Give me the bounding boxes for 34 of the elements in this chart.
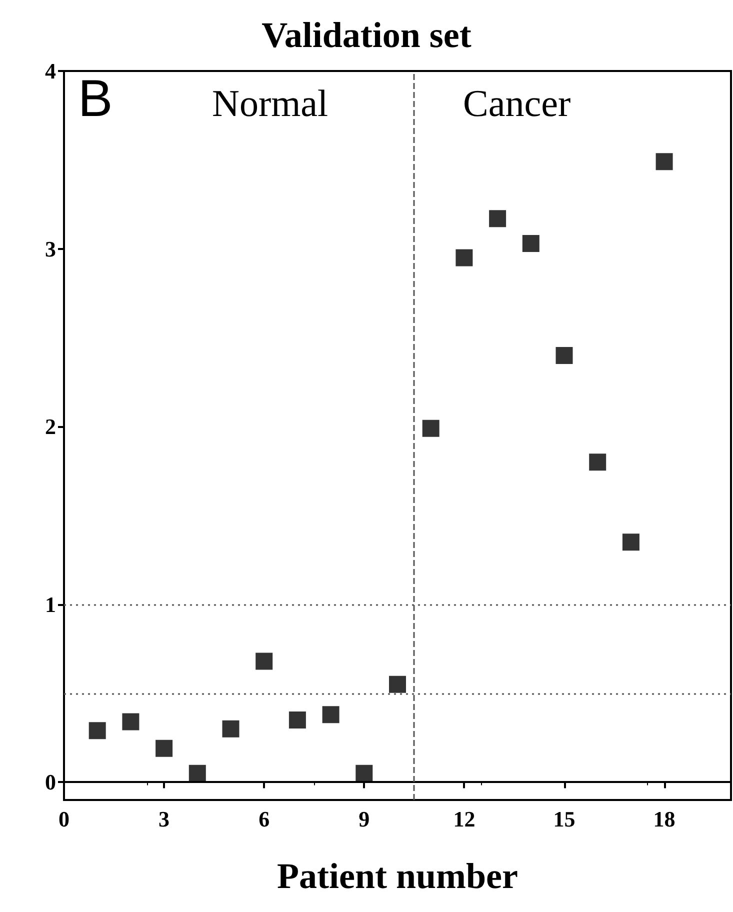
- chart-title: Validation set: [262, 15, 472, 55]
- point: [456, 249, 473, 266]
- x-tick-label: 12: [453, 806, 476, 832]
- point: [322, 706, 340, 724]
- y-tick-label: 1: [45, 592, 56, 617]
- point: [188, 764, 206, 782]
- x-tick-label: 18: [653, 806, 676, 832]
- annotation: B: [78, 70, 113, 128]
- point: [88, 722, 106, 740]
- point: [622, 534, 640, 551]
- point: [288, 711, 306, 728]
- y-tick-label: 3: [45, 236, 56, 262]
- point: [422, 420, 440, 437]
- x-tick-label: 3: [158, 806, 170, 832]
- x-axis-title: Patient number: [277, 856, 518, 896]
- y-tick-label: 0: [45, 770, 56, 795]
- annotation: Cancer: [463, 83, 571, 125]
- x-tick-label: 9: [358, 806, 370, 832]
- y-tick-label: 2: [45, 414, 56, 440]
- point: [589, 454, 606, 471]
- point: [389, 676, 406, 693]
- x-tick-label: 6: [258, 806, 270, 832]
- point: [522, 234, 540, 252]
- y-tick-label: 4: [45, 58, 56, 84]
- point: [122, 713, 140, 730]
- point: [489, 210, 506, 228]
- point: [356, 764, 373, 782]
- point: [556, 346, 573, 364]
- annotation: Normal: [212, 83, 328, 125]
- point: [256, 652, 273, 670]
- point: [156, 740, 173, 757]
- point: [656, 153, 673, 170]
- point: [222, 720, 240, 738]
- x-tick-label: 15: [553, 806, 576, 832]
